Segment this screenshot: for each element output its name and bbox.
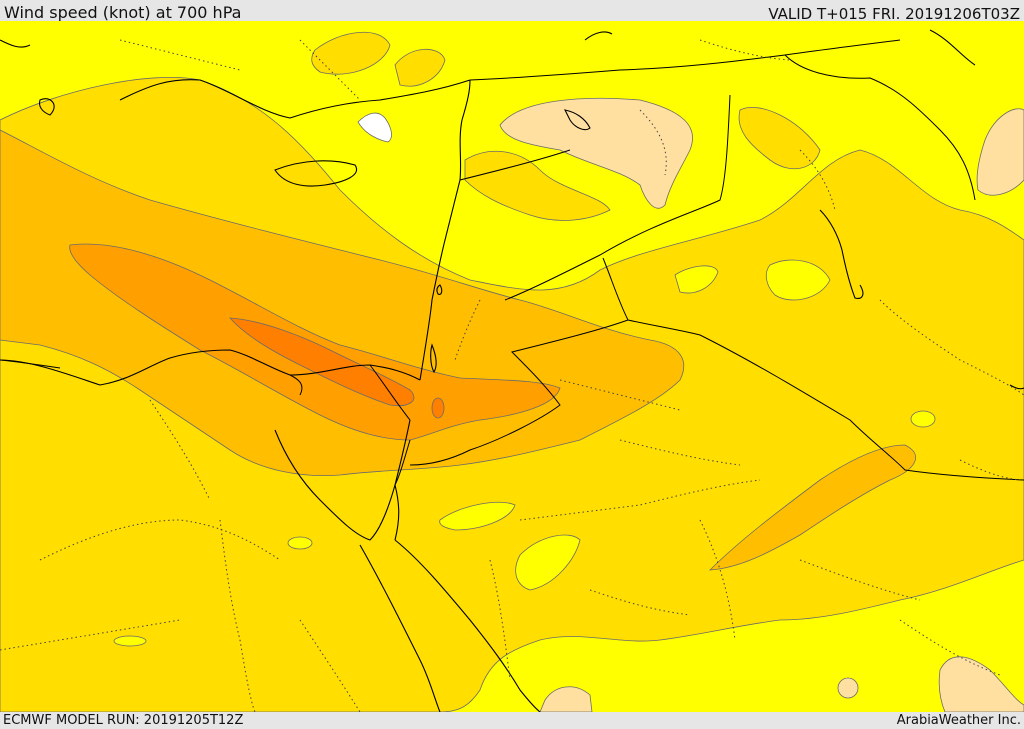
- shade-level-3-north: [464, 150, 611, 221]
- valid-time: VALID T+015 FRI. 20191206T03Z: [768, 5, 1020, 23]
- map-svg: [0, 21, 1024, 712]
- coastlines: [0, 29, 1024, 712]
- borders: [0, 39, 1024, 486]
- yellow-patch-4: [910, 410, 936, 428]
- yellow-patch-7: [765, 259, 831, 301]
- shade-level-3-nw: [311, 31, 391, 75]
- shade-level-1: [357, 112, 392, 143]
- yellow-patch-3: [674, 265, 719, 294]
- yellow-patch-2: [515, 534, 581, 591]
- shade-level-6-small: [431, 397, 445, 419]
- footer-bar: ECMWF MODEL RUN: 20191205T12Z ArabiaWeat…: [0, 712, 1024, 729]
- weather-map: [0, 21, 1024, 712]
- shade-level-5: [69, 243, 561, 441]
- shade-level-4-se: [708, 444, 916, 571]
- shade-level-7-se: [938, 656, 1024, 712]
- yellow-patch-6: [113, 635, 147, 647]
- yellow-patch-1: [439, 501, 516, 531]
- shade-level-7-ne: [976, 108, 1024, 196]
- shade-level-3-n2: [394, 48, 446, 87]
- map-title: Wind speed (knot) at 700 hPa: [4, 3, 242, 22]
- shade-level-3-ne: [738, 107, 821, 169]
- yellow-patch-5: [287, 536, 313, 550]
- model-run: ECMWF MODEL RUN: 20191205T12Z: [3, 713, 244, 728]
- shade-level-6: [229, 317, 415, 407]
- shade-level-7-syria: [499, 97, 693, 209]
- shade-level-7-s: [539, 686, 593, 712]
- dotted-boundaries: [0, 39, 1024, 712]
- header-bar: Wind speed (knot) at 700 hPa VALID T+015…: [0, 0, 1024, 23]
- credit-text: ArabiaWeather Inc.: [896, 713, 1021, 728]
- shade-level-7-small: [837, 677, 859, 699]
